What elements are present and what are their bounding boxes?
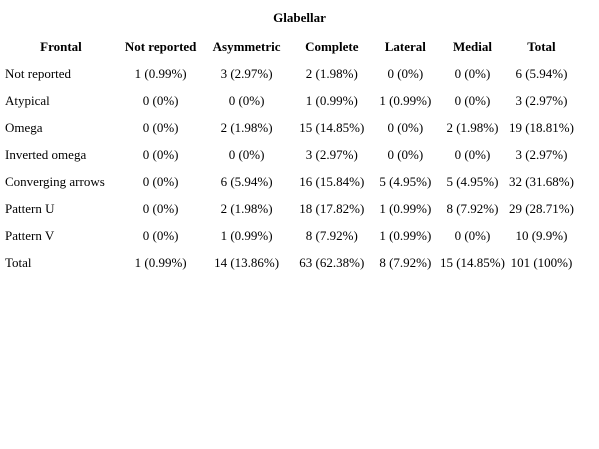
table-cell: 1 (0.99%)	[134, 65, 187, 81]
row-label: Omega	[5, 119, 43, 135]
column-header-asymmetric: Asymmetric	[212, 38, 281, 54]
table-cell: 2 (1.98%)	[305, 65, 358, 81]
table-cell: 15 (14.85%)	[439, 254, 505, 270]
table-cell: 5 (4.95%)	[379, 173, 432, 189]
table-cell: 0 (0%)	[228, 146, 265, 162]
table-cell: 0 (0%)	[228, 92, 265, 108]
table-cell: 32 (31.68%)	[508, 173, 574, 189]
glabellar-super-header: Glabellar	[273, 10, 326, 25]
table-cell: 0 (0%)	[387, 119, 424, 135]
table-cell: 3 (2.97%)	[305, 146, 358, 162]
row-label: Pattern U	[5, 200, 55, 216]
table-cell: 1 (0.99%)	[134, 254, 187, 270]
table-row-inverted-omega: Inverted omega 0 (0%) 0 (0%) 3 (2.97%) 0…	[3, 141, 576, 168]
table-row-converging-arrows: Converging arrows 0 (0%) 6 (5.94%) 16 (1…	[3, 168, 576, 195]
table-cell: 0 (0%)	[454, 146, 491, 162]
row-label: Converging arrows	[5, 173, 105, 189]
table-row-not-reported: Not reported 1 (0.99%) 3 (2.97%) 2 (1.98…	[3, 60, 576, 87]
table-cell: 3 (2.97%)	[220, 65, 273, 81]
table-cell: 1 (0.99%)	[379, 200, 432, 216]
table-row-omega: Omega 0 (0%) 2 (1.98%) 15 (14.85%) 0 (0%…	[3, 114, 576, 141]
row-label: Pattern V	[5, 227, 55, 243]
table-cell: 16 (15.84%)	[299, 173, 365, 189]
table-row-total: Total 1 (0.99%) 14 (13.86%) 63 (62.38%) …	[3, 249, 576, 276]
column-header-lateral: Lateral	[384, 38, 426, 54]
table-cell: 1 (0.99%)	[379, 227, 432, 243]
table-cell: 0 (0%)	[142, 92, 179, 108]
table-cell: 0 (0%)	[454, 65, 491, 81]
table-cell: 0 (0%)	[142, 227, 179, 243]
header-row: Frontal Not reported Asymmetric Complete…	[3, 33, 576, 60]
table-row-pattern-v: Pattern V 0 (0%) 1 (0.99%) 8 (7.92%) 1 (…	[3, 222, 576, 249]
table-cell: 14 (13.86%)	[214, 254, 280, 270]
table-cell: 1 (0.99%)	[305, 92, 358, 108]
column-header-total: Total	[527, 38, 556, 54]
table-cell: 0 (0%)	[142, 146, 179, 162]
row-label: Inverted omega	[5, 146, 87, 162]
table-cell: 3 (2.97%)	[515, 92, 568, 108]
table-cell: 0 (0%)	[454, 92, 491, 108]
table-cell: 18 (17.82%)	[299, 200, 365, 216]
table-cell: 19 (18.81%)	[508, 119, 574, 135]
table-row-pattern-u: Pattern U 0 (0%) 2 (1.98%) 18 (17.82%) 1…	[3, 195, 576, 222]
table-cell: 29 (28.71%)	[508, 200, 574, 216]
table-cell: 2 (1.98%)	[220, 119, 273, 135]
table-cell: 10 (9.9%)	[515, 227, 568, 243]
crosstab-table: Frontal Not reported Asymmetric Complete…	[3, 33, 576, 276]
table-cell: 8 (7.92%)	[446, 200, 499, 216]
table-cell: 2 (1.98%)	[446, 119, 499, 135]
table-cell: 15 (14.85%)	[299, 119, 365, 135]
column-header-medial: Medial	[452, 38, 492, 54]
table-cell: 63 (62.38%)	[299, 254, 365, 270]
row-label: Atypical	[5, 92, 50, 108]
table-cell: 8 (7.92%)	[305, 227, 358, 243]
table-cell: 1 (0.99%)	[379, 92, 432, 108]
table-cell: 0 (0%)	[142, 200, 179, 216]
table-cell: 0 (0%)	[387, 65, 424, 81]
table-cell: 8 (7.92%)	[379, 254, 432, 270]
column-header-not-reported: Not reported	[124, 38, 197, 54]
column-header-frontal: Frontal	[40, 38, 82, 54]
table-cell: 6 (5.94%)	[220, 173, 273, 189]
table-cell: 0 (0%)	[454, 227, 491, 243]
table-cell: 0 (0%)	[142, 173, 179, 189]
table-cell: 3 (2.97%)	[515, 146, 568, 162]
table-cell: 5 (4.95%)	[446, 173, 499, 189]
table-row-atypical: Atypical 0 (0%) 0 (0%) 1 (0.99%) 1 (0.99…	[3, 87, 576, 114]
row-label: Total	[5, 254, 32, 270]
table-cell: 2 (1.98%)	[220, 200, 273, 216]
row-label: Not reported	[5, 65, 72, 81]
table-cell: 0 (0%)	[142, 119, 179, 135]
table-cell: 1 (0.99%)	[220, 227, 273, 243]
table-cell: 101 (100%)	[510, 254, 573, 270]
table-cell: 6 (5.94%)	[515, 65, 568, 81]
column-header-complete: Complete	[305, 38, 359, 54]
table-cell: 0 (0%)	[387, 146, 424, 162]
